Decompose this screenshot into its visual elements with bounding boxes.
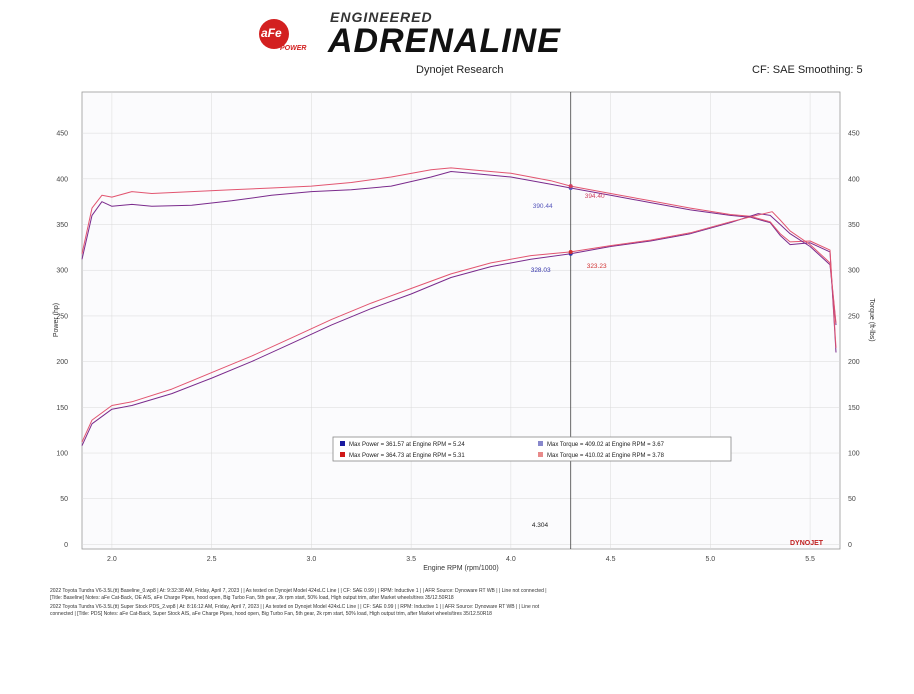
y-tick-label-right: 250 (848, 313, 860, 320)
chart-subtitle: Dynojet Research (416, 64, 504, 76)
annotation-label: 323.23 (587, 263, 607, 270)
series-line-upgrade_torque (81, 167, 837, 348)
x-tick-label: 4.5 (606, 556, 616, 563)
annotation-label: 394.40 (585, 193, 605, 200)
y-tick-label-left: 450 (56, 131, 68, 138)
logo-prefix: ENGINEERED (330, 9, 433, 25)
x-tick-label: 3.5 (406, 556, 416, 563)
y-tick-label-right: 350 (848, 222, 860, 229)
y-tick-label-right: 50 (848, 496, 856, 503)
series-line-baseline_torque (81, 171, 837, 353)
footer-line-3: 2022 Toyota Tundra V6-3.5L(tt) Super Sto… (50, 604, 540, 610)
x-axis-label: Engine RPM (rpm/1000) (423, 565, 498, 572)
y-axis-label-left: Power (hp) (53, 303, 60, 337)
right-y-ticks: 0 50 100 150 200 250 300 350 400 450 (848, 131, 860, 549)
y-tick-label-left: 200 (56, 359, 68, 366)
logo-badge-text: aFe (261, 26, 282, 40)
grid-lines (82, 92, 840, 549)
y-tick-label-right: 450 (848, 131, 860, 138)
y-tick-label-right: 150 (848, 405, 860, 412)
annotation-marker (568, 184, 573, 189)
footer-line-4: connected | [Title: PDS] Notes: aFe Cat-… (50, 611, 492, 617)
y-tick-label-left: 400 (56, 176, 68, 183)
annotations: 390.44 394.40 328.03 323.23 (531, 184, 607, 274)
series-lines (81, 167, 837, 446)
y-tick-label-left: 100 (56, 451, 68, 458)
legend-entry: Max Power = 364.73 at Engine RPM = 5.31 (349, 453, 465, 459)
legend-swatch (538, 441, 543, 446)
annotation-label: 390.44 (533, 203, 553, 210)
y-tick-label-right: 200 (848, 359, 860, 366)
correction-factor-text: CF: SAE Smoothing: 5 (752, 64, 863, 76)
x-tick-label: 3.0 (307, 556, 317, 563)
cursor-label: 4.304 (532, 522, 549, 529)
x-tick-label: 5.0 (705, 556, 715, 563)
annotation-marker (568, 249, 573, 254)
x-tick-label: 4.0 (506, 556, 516, 563)
logo-badge-circle (259, 19, 289, 49)
legend-box: Max Power = 361.57 at Engine RPM = 5.24 M… (332, 436, 732, 462)
x-tick-label: 5.5 (805, 556, 815, 563)
annotation-label: 328.03 (531, 267, 551, 274)
plot-background (81, 91, 841, 550)
legend-swatch (340, 441, 345, 446)
y-tick-label-left: 300 (56, 268, 68, 275)
legend-swatch (538, 452, 543, 457)
legend-entry: Max Torque = 409.02 at Engine RPM = 3.67 (547, 442, 665, 448)
y-tick-label-right: 400 (848, 176, 860, 183)
y-axis-label-right: Torque (ft-lbs) (868, 298, 875, 341)
run-info-footer: 2022 Toyota Tundra V6-3.5L(tt) Baseline_… (50, 588, 900, 618)
legend-entry: Max Power = 361.57 at Engine RPM = 5.24 (349, 442, 465, 448)
y-tick-label-left: 0 (64, 542, 68, 549)
y-tick-label-left: 150 (56, 405, 68, 412)
x-tick-label: 2.0 (107, 556, 117, 563)
y-tick-label-right: 300 (848, 268, 860, 275)
logo-badge-sub: POWER (280, 45, 306, 52)
y-tick-label-left: 350 (56, 222, 68, 229)
left-y-ticks: 0 50 100 150 200 250 300 350 400 450 (56, 131, 68, 549)
dynojet-watermark: DYNOJET (790, 540, 824, 547)
y-tick-label-right: 0 (848, 542, 852, 549)
footer-line-1: 2022 Toyota Tundra V6-3.5L(tt) Baseline_… (50, 588, 547, 594)
x-tick-label: 2.5 (207, 556, 217, 563)
legend-swatch (340, 452, 345, 457)
afe-adrenaline-logo: aFe POWER ENGINEERED ADRENALINE (259, 9, 561, 60)
y-tick-label-right: 100 (848, 451, 860, 458)
y-tick-label-left: 50 (60, 496, 68, 503)
legend-entries: Max Power = 361.57 at Engine RPM = 5.24 M… (340, 441, 665, 459)
series-line-baseline_power (81, 213, 837, 446)
y-tick-label-left: 250 (56, 313, 68, 320)
series-line-upgrade_power (81, 211, 837, 443)
legend-entry: Max Torque = 410.02 at Engine RPM = 3.78 (547, 453, 665, 459)
x-ticks: 2.0 2.5 3.0 3.5 4.0 4.5 5.0 5.5 (107, 556, 815, 563)
logo-main: ADRENALINE (327, 22, 561, 60)
footer-line-2: [Title: Baseline] Notes: aFe Cat-Back, O… (50, 595, 454, 601)
